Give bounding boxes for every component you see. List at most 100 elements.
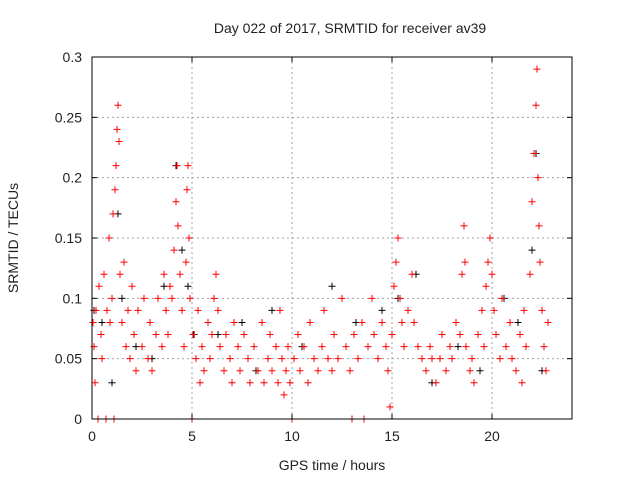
data-point [158, 343, 166, 351]
data-point [132, 367, 140, 375]
data-point [134, 306, 142, 314]
data-point [170, 246, 178, 254]
y-tick-label: 0.25 [55, 109, 82, 125]
data-point [338, 294, 346, 302]
data-point [226, 355, 234, 363]
x-tick-label: 0 [88, 428, 96, 444]
data-point [394, 234, 402, 242]
data-point [208, 331, 216, 339]
data-point [390, 282, 398, 290]
data-point [91, 379, 99, 387]
data-point [512, 367, 520, 375]
data-point [350, 331, 358, 339]
data-point [538, 306, 546, 314]
data-point [92, 306, 100, 314]
data-point [384, 367, 392, 375]
data-point [118, 294, 126, 302]
data-point [216, 343, 224, 351]
data-point [194, 306, 202, 314]
data-point [185, 234, 193, 242]
data-point [534, 174, 542, 182]
data-point [414, 343, 422, 351]
data-point [516, 331, 524, 339]
data-point [108, 294, 116, 302]
data-point [130, 331, 138, 339]
data-point [364, 343, 372, 351]
data-point [458, 270, 466, 278]
data-point [330, 331, 338, 339]
data-point [173, 162, 181, 170]
data-point [378, 306, 386, 314]
data-point [184, 162, 192, 170]
chart-title: Day 022 of 2017, SRMTID for receiver av3… [214, 20, 487, 36]
data-point [260, 379, 268, 387]
data-point [178, 246, 186, 254]
y-axis-label: SRMTID / TECUs [5, 183, 21, 293]
data-point [108, 379, 116, 387]
data-point [214, 331, 222, 339]
data-point [488, 270, 496, 278]
data-point [508, 355, 516, 363]
data-point [118, 318, 126, 326]
data-point [100, 270, 108, 278]
data-point [460, 222, 468, 230]
data-point [530, 150, 538, 158]
data-point [176, 270, 184, 278]
data-point [304, 379, 312, 387]
data-point [368, 294, 376, 302]
data-point [89, 318, 97, 326]
data-point [278, 355, 286, 363]
data-point [268, 306, 276, 314]
data-point [140, 294, 148, 302]
data-point [498, 294, 506, 302]
data-point [266, 331, 274, 339]
data-point [222, 331, 230, 339]
axis-ticks: 0 5 10 15 20 0 0.05 0.1 0.15 0.2 0.25 0.3 [55, 49, 572, 444]
data-point [382, 343, 390, 351]
y-tick-label: 0.05 [55, 351, 82, 367]
data-point [300, 343, 308, 351]
data-point [432, 379, 440, 387]
data-point [422, 367, 430, 375]
data-point [160, 270, 168, 278]
data-point [461, 258, 469, 266]
data-point [392, 258, 400, 266]
data-point [520, 306, 528, 314]
data-point [452, 318, 460, 326]
data-point [370, 331, 378, 339]
data-point [428, 355, 436, 363]
data-point [492, 331, 500, 339]
data-point [97, 331, 105, 339]
x-tick-label: 15 [384, 428, 400, 444]
data-point [474, 331, 482, 339]
data-point [164, 331, 172, 339]
data-point [103, 306, 111, 314]
data-point [128, 282, 136, 290]
data-point [111, 186, 119, 194]
data-point [320, 306, 328, 314]
data-point [374, 355, 382, 363]
data-point [282, 367, 290, 375]
data-point [152, 331, 160, 339]
data-point [272, 343, 280, 351]
data-point [212, 270, 220, 278]
data-point [388, 331, 396, 339]
data-point [166, 282, 174, 290]
data-point [274, 379, 282, 387]
data-point [234, 343, 242, 351]
data-point [115, 137, 123, 145]
data-point [160, 282, 168, 290]
data-point [378, 318, 386, 326]
data-point [148, 367, 156, 375]
y-tick-label: 0.1 [63, 290, 83, 306]
data-point [264, 355, 272, 363]
data-point [220, 367, 228, 375]
data-point [280, 391, 288, 399]
data-points [89, 65, 552, 423]
data-point [328, 367, 336, 375]
data-point [418, 355, 426, 363]
data-point [342, 343, 350, 351]
y-tick-label: 0.3 [63, 49, 83, 65]
data-point [290, 355, 298, 363]
